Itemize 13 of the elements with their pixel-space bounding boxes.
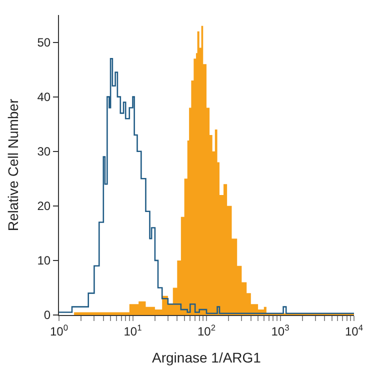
- y-tick-label: 50: [37, 35, 51, 50]
- x-axis-title: Arginase 1/ARG1: [152, 350, 262, 366]
- x-tick-label: 10$^{4}$: [344, 322, 364, 338]
- y-tick-label: 30: [37, 144, 51, 159]
- y-tick-label: 0: [44, 308, 51, 322]
- x-tick-label: 10$^{0}$: [50, 322, 68, 338]
- y-tick-label: 40: [37, 90, 51, 104]
- x-tick-label: 10$^{3}$: [271, 322, 290, 338]
- y-tick-label: 20: [37, 199, 51, 214]
- x-tick-label: 10$^{2}$: [197, 322, 216, 338]
- y-tick-label: 10: [37, 254, 51, 268]
- y-axis-title: Relative Cell Number: [4, 98, 21, 232]
- x-tick-label: 10$^{1}$: [124, 322, 142, 338]
